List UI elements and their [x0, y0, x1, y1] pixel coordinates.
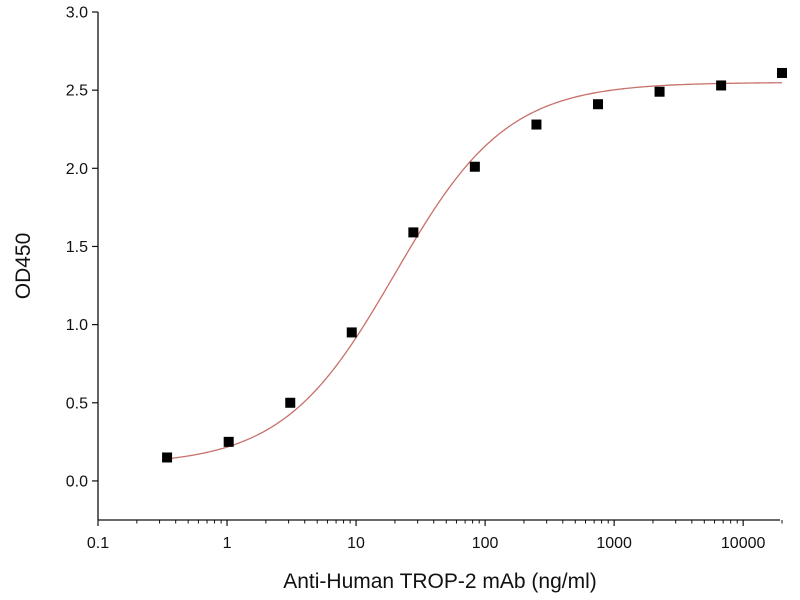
x-tick-label: 10000	[721, 535, 766, 552]
y-tick-label: 2.5	[66, 83, 88, 100]
data-point	[469, 161, 480, 172]
y-axis-title: OD450	[12, 233, 35, 300]
data-point	[162, 452, 173, 463]
x-tick-label: 100	[472, 535, 499, 552]
data-point	[777, 67, 787, 78]
data-point	[408, 227, 419, 238]
data-point	[223, 436, 234, 447]
data-point	[716, 80, 727, 91]
x-tick-label: 1	[223, 535, 232, 552]
x-axis-ticks: 0.1 1 10 100 1000 10000	[87, 520, 783, 552]
data-point	[593, 99, 604, 110]
data-point	[654, 86, 665, 97]
y-tick-label: 1.5	[66, 239, 88, 256]
data-point	[285, 397, 296, 408]
x-tick-label: 1000	[596, 535, 632, 552]
fit-curve	[164, 82, 783, 460]
y-tick-label: 2.0	[66, 161, 88, 178]
y-tick-label: 3.0	[66, 5, 88, 22]
data-points	[162, 67, 787, 463]
axes	[97, 12, 780, 521]
y-tick-label: 0.5	[66, 395, 88, 412]
y-axis-ticks: 0.0 0.5 1.0 1.5 2.0 2.5 3.0	[66, 5, 98, 490]
y-tick-label: 1.0	[66, 317, 88, 334]
x-tick-label: 10	[347, 535, 365, 552]
data-point	[531, 119, 542, 130]
x-tick-label: 0.1	[87, 535, 109, 552]
data-point	[346, 327, 357, 338]
y-tick-label: 0.0	[66, 473, 88, 490]
x-axis-title: Anti-Human TROP-2 mAb (ng/ml)	[283, 570, 597, 593]
